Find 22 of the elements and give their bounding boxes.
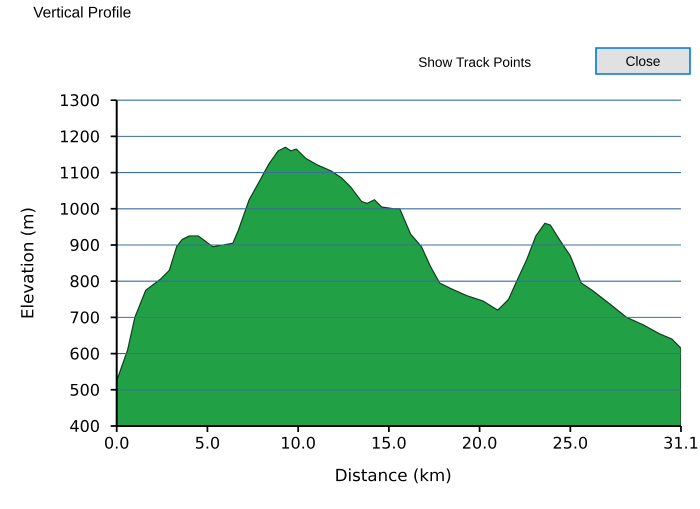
x-tick-label: 10.0 bbox=[282, 436, 315, 449]
y-tick-label: 1100 bbox=[61, 166, 99, 179]
y-tick-label: 1000 bbox=[61, 202, 99, 215]
y-tick-label: 500 bbox=[70, 384, 99, 396]
y-tick-label: 600 bbox=[70, 348, 99, 360]
y-tick-label: 1300 bbox=[61, 94, 99, 106]
chart-title: Vertical Profile bbox=[33, 6, 131, 18]
x-tick-label: 25.0 bbox=[554, 436, 588, 449]
x-tick-label: 15.0 bbox=[372, 436, 406, 449]
y-tick-label: 800 bbox=[70, 275, 99, 288]
x-tick-label: 20.0 bbox=[462, 436, 496, 449]
x-tick-label: 5.0 bbox=[196, 436, 220, 449]
x-axis-title: Distance (km) bbox=[336, 468, 450, 484]
text: Show Track Points bbox=[418, 57, 531, 67]
y-tick-label: 400 bbox=[70, 420, 99, 432]
x-tick-label: 0.0 bbox=[105, 436, 128, 449]
y-axis-title: Elevation (m) bbox=[20, 208, 36, 318]
y-tick-label: 700 bbox=[70, 311, 99, 324]
y-tick-label: 900 bbox=[70, 238, 99, 252]
y-tick-label: 1200 bbox=[61, 130, 99, 142]
text: Close bbox=[626, 56, 660, 66]
x-tick-label: 31.1 bbox=[664, 436, 698, 449]
